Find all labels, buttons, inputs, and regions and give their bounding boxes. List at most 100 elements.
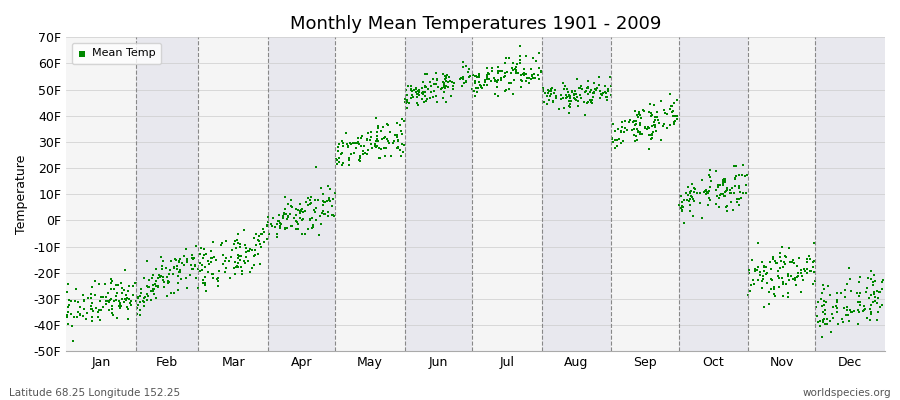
Mean Temp [313, 221, 328, 227]
Mean Temp [562, 103, 577, 110]
Mean Temp [147, 286, 161, 293]
Mean Temp [697, 189, 711, 196]
Mean Temp [153, 254, 167, 260]
Mean Temp [508, 66, 523, 73]
Mean Temp [445, 79, 459, 86]
Mean Temp [652, 117, 666, 124]
Mean Temp [103, 296, 117, 303]
Mean Temp [161, 280, 176, 286]
Mean Temp [636, 108, 651, 114]
Mean Temp [578, 89, 592, 96]
Mean Temp [598, 94, 613, 100]
Mean Temp [665, 103, 680, 109]
Mean Temp [238, 249, 253, 255]
Mean Temp [202, 260, 216, 267]
Mean Temp [436, 88, 451, 95]
Mean Temp [571, 103, 585, 109]
Mean Temp [400, 97, 414, 103]
Mean Temp [540, 93, 554, 100]
Mean Temp [380, 121, 394, 127]
Mean Temp [60, 314, 75, 320]
Mean Temp [416, 88, 430, 95]
Mean Temp [322, 195, 337, 201]
Mean Temp [818, 307, 832, 313]
Mean Temp [709, 168, 724, 174]
Mean Temp [656, 123, 670, 129]
Mean Temp [598, 90, 613, 96]
Mean Temp [118, 296, 132, 302]
Mean Temp [454, 83, 469, 90]
Mean Temp [154, 273, 168, 279]
Mean Temp [418, 89, 432, 95]
Mean Temp [742, 267, 756, 273]
Mean Temp [562, 110, 576, 116]
Mean Temp [673, 205, 688, 212]
Mean Temp [198, 280, 212, 286]
Mean Temp [417, 99, 431, 106]
Mean Temp [569, 97, 583, 104]
Mean Temp [568, 88, 582, 94]
Mean Temp [195, 255, 210, 261]
Mean Temp [203, 254, 218, 261]
Mean Temp [729, 196, 743, 203]
Mean Temp [677, 196, 691, 203]
Mean Temp [738, 182, 752, 188]
Mean Temp [281, 212, 295, 219]
Mean Temp [370, 142, 384, 149]
Mean Temp [572, 85, 586, 91]
Mean Temp [144, 296, 158, 303]
Bar [472, 37, 542, 351]
Mean Temp [415, 96, 429, 102]
Mean Temp [117, 298, 131, 305]
Mean Temp [430, 84, 445, 90]
Mean Temp [596, 90, 610, 97]
Mean Temp [112, 299, 127, 306]
Mean Temp [60, 281, 75, 287]
Mean Temp [742, 270, 756, 276]
Mean Temp [212, 268, 227, 275]
Mean Temp [104, 303, 119, 310]
Mean Temp [608, 128, 622, 135]
Mean Temp [364, 145, 379, 152]
Mean Temp [501, 55, 516, 62]
Mean Temp [584, 100, 598, 106]
Mean Temp [469, 85, 483, 91]
Mean Temp [415, 84, 429, 91]
Mean Temp [807, 258, 822, 264]
Mean Temp [488, 78, 502, 84]
Mean Temp [701, 190, 716, 196]
Mean Temp [838, 286, 852, 293]
Mean Temp [400, 83, 415, 89]
Mean Temp [68, 314, 82, 320]
Mean Temp [712, 195, 726, 201]
Mean Temp [526, 74, 540, 81]
Mean Temp [405, 88, 419, 94]
Mean Temp [482, 71, 496, 77]
Mean Temp [416, 79, 430, 86]
Mean Temp [470, 74, 484, 80]
Mean Temp [267, 224, 282, 230]
Mean Temp [790, 273, 805, 279]
Mean Temp [281, 201, 295, 208]
Mean Temp [799, 266, 814, 272]
Mean Temp [322, 195, 337, 201]
Mean Temp [488, 77, 502, 84]
Mean Temp [282, 214, 296, 220]
Mean Temp [777, 259, 791, 265]
Mean Temp [781, 276, 796, 283]
Mean Temp [770, 259, 784, 266]
Mean Temp [356, 143, 371, 149]
Mean Temp [839, 312, 853, 318]
Mean Temp [817, 302, 832, 308]
Mean Temp [644, 131, 659, 137]
Mean Temp [301, 202, 315, 208]
Mean Temp [310, 217, 324, 224]
Mean Temp [780, 272, 795, 279]
Mean Temp [544, 86, 558, 92]
Mean Temp [594, 92, 608, 98]
Mean Temp [810, 312, 824, 319]
Mean Temp [196, 280, 211, 286]
Mean Temp [149, 295, 164, 302]
Mean Temp [654, 98, 669, 104]
Mean Temp [292, 207, 307, 214]
